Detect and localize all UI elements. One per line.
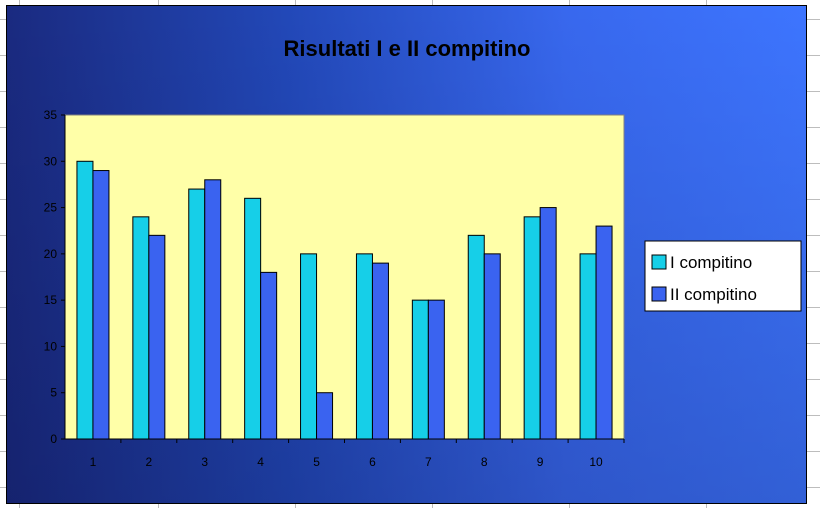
bar-ii-compitino-7[interactable]	[427, 299, 445, 440]
bar-i-compitino-5[interactable]	[300, 253, 318, 440]
bar-i-compitino-4[interactable]	[244, 197, 262, 440]
x-tick-label: 7	[425, 455, 432, 469]
x-tick-label: 8	[481, 455, 488, 469]
x-tick-label: 3	[201, 455, 208, 469]
bar-i-compitino-6[interactable]	[355, 253, 373, 440]
legend-box	[644, 240, 802, 312]
bar-i-compitino-2[interactable]	[132, 216, 150, 440]
legend-label-i-compitino: I compitino	[670, 253, 752, 272]
x-tick-label: 9	[537, 455, 544, 469]
bar-ii-compitino-6[interactable]	[371, 262, 389, 440]
x-tick-label: 10	[589, 455, 603, 469]
bar-i-compitino-3[interactable]	[188, 188, 206, 440]
chart-title: Risultati I e II compitino	[284, 36, 531, 61]
y-tick-label: 15	[44, 293, 58, 307]
y-tick-label: 30	[44, 154, 58, 168]
bars-group	[76, 160, 613, 440]
bar-ii-compitino-1[interactable]	[92, 170, 110, 440]
x-tick-label: 2	[146, 455, 153, 469]
x-tick-label: 4	[257, 455, 264, 469]
x-tick-label: 6	[369, 455, 376, 469]
bar-ii-compitino-4[interactable]	[260, 271, 278, 440]
y-tick-label: 25	[44, 201, 58, 215]
bar-i-compitino-9[interactable]	[523, 216, 541, 440]
bar-ii-compitino-9[interactable]	[539, 207, 557, 440]
bar-i-compitino-8[interactable]	[467, 234, 485, 440]
bar-i-compitino-10[interactable]	[579, 253, 597, 440]
bar-ii-compitino-8[interactable]	[483, 253, 501, 440]
x-axis: 1 2 3 4 5 6 7 8 9 10	[90, 439, 625, 469]
legend-swatch-ii-compitino	[651, 286, 667, 302]
bar-ii-compitino-3[interactable]	[204, 179, 222, 440]
y-axis: 0 5 10 15 20 25 30 35	[44, 108, 65, 446]
bar-ii-compitino-5[interactable]	[316, 392, 334, 440]
legend[interactable]: I compitino II compitino	[644, 240, 802, 312]
x-tick-label: 5	[313, 455, 320, 469]
bar-ii-compitino-10[interactable]	[595, 225, 613, 440]
bar-ii-compitino-2[interactable]	[148, 234, 166, 440]
y-tick-label: 35	[44, 108, 58, 122]
legend-label-ii-compitino: II compitino	[670, 285, 757, 304]
x-tick-label: 1	[90, 455, 97, 469]
legend-swatch-i-compitino	[651, 254, 667, 270]
bar-i-compitino-7[interactable]	[411, 299, 429, 440]
y-tick-label: 5	[50, 386, 57, 400]
bar-i-compitino-1[interactable]	[76, 160, 94, 440]
y-tick-label: 10	[44, 339, 58, 353]
y-tick-label: 20	[44, 247, 58, 261]
y-tick-label: 0	[50, 432, 57, 446]
